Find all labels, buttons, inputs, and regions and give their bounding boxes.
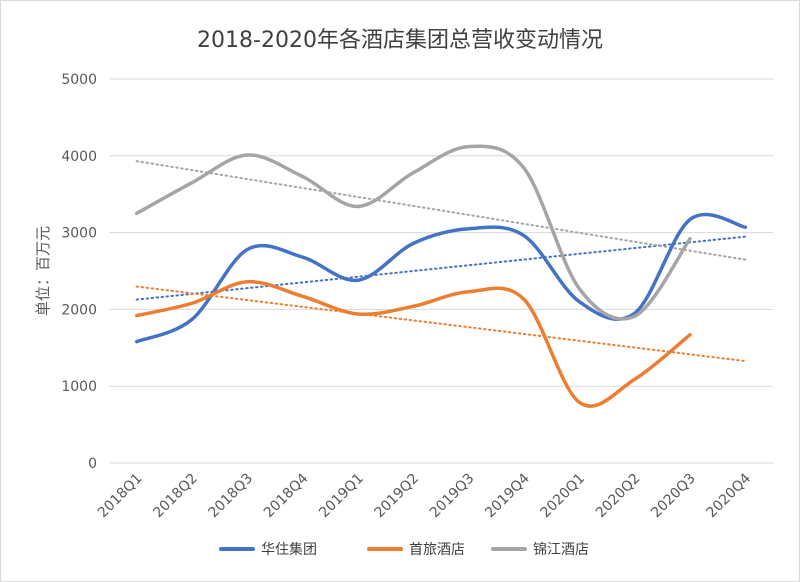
y-axis-label: 单位：百万元 bbox=[34, 226, 52, 316]
x-tick-label: 2018Q3 bbox=[206, 471, 257, 522]
x-tick-label: 2020Q3 bbox=[648, 471, 699, 522]
x-tick-label: 2019Q4 bbox=[482, 470, 533, 521]
x-tick-label: 2019Q1 bbox=[316, 471, 367, 522]
legend-label: 华住集团 bbox=[261, 541, 317, 558]
x-tick-label: 2019Q2 bbox=[372, 471, 423, 522]
y-tick-label: 4000 bbox=[61, 149, 97, 165]
y-tick-label: 2000 bbox=[61, 302, 97, 318]
y-tick-label: 1000 bbox=[61, 379, 97, 395]
x-tick-label: 2018Q4 bbox=[261, 470, 312, 521]
trendline bbox=[135, 235, 747, 301]
legend-label: 首旅酒店 bbox=[409, 542, 465, 558]
gridlines bbox=[109, 78, 773, 464]
legend: 华住集团 首旅酒店 锦江酒店 bbox=[219, 541, 589, 558]
x-tick-label: 2020Q4 bbox=[704, 470, 755, 521]
series-line bbox=[134, 279, 692, 408]
x-tick-label: 2020Q2 bbox=[593, 471, 644, 522]
y-axis-ticks: 0 1000 2000 3000 4000 5000 bbox=[61, 72, 97, 472]
x-axis-ticks: 2018Q1 2018Q2 2018Q3 2018Q4 2019Q1 2019Q2 2019… bbox=[95, 470, 754, 521]
legend-label: 锦江酒店 bbox=[533, 541, 589, 558]
trendlines bbox=[135, 160, 747, 363]
x-tick-label: 2020Q1 bbox=[538, 471, 589, 522]
x-tick-label: 2018Q1 bbox=[95, 471, 146, 522]
series-line bbox=[134, 144, 692, 321]
y-tick-label: 0 bbox=[88, 456, 97, 472]
y-tick-label: 5000 bbox=[61, 72, 97, 88]
x-tick-label: 2018Q2 bbox=[150, 471, 201, 522]
chart-title: 2018-2020年各酒店集团总营收变动情况 bbox=[197, 28, 603, 53]
trendline bbox=[135, 160, 747, 261]
x-tick-label: 2019Q3 bbox=[427, 471, 478, 522]
y-tick-label: 3000 bbox=[61, 226, 97, 242]
series-lines bbox=[134, 144, 748, 408]
series-line bbox=[134, 212, 748, 344]
trendline bbox=[135, 285, 747, 363]
